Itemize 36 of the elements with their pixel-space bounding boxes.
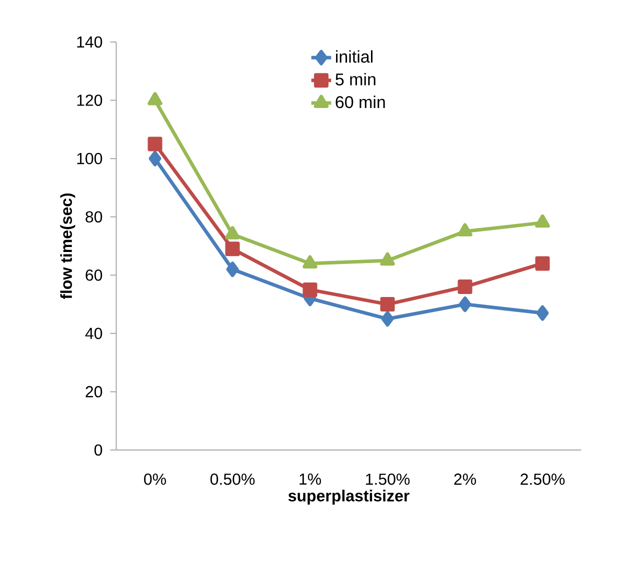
point [226,262,239,278]
y-tick-label: 60 [86,269,102,281]
y-tick-label: 20 [86,386,102,398]
point [535,256,550,271]
point [380,252,395,266]
x-axis-title: superplastisizer [288,490,410,505]
point [148,92,162,106]
y-tick-label: 40 [85,328,102,340]
x-tick-label: 0% [144,474,166,485]
point [458,280,472,294]
point [225,242,240,256]
x-tick-label: 0.50% [210,474,255,485]
y-tick-label: 100 [77,152,102,164]
point [148,150,162,166]
legend-label: 60 min [336,96,385,108]
point [225,226,240,240]
point [458,296,472,312]
y-tick-label: 80 [86,211,102,223]
point [381,311,394,327]
y-axis-title: flow time(sec) [60,193,76,300]
point [380,297,395,312]
legend-label: 5 min [336,72,376,86]
legend-label: initial [336,50,372,63]
point [302,282,318,297]
x-tick-label: 2% [454,474,476,485]
point [536,305,549,321]
x-tick-label: 1% [300,474,321,485]
point [302,255,318,268]
point [535,214,550,228]
x-tick-label: 2.50% [520,474,565,485]
y-tick-label: 0 [94,444,102,456]
y-tick-label: 120 [77,94,102,106]
x-tick-label: 1.50% [366,474,410,485]
point [148,136,162,152]
y-tick-label: 140 [77,36,102,48]
point [458,223,472,236]
